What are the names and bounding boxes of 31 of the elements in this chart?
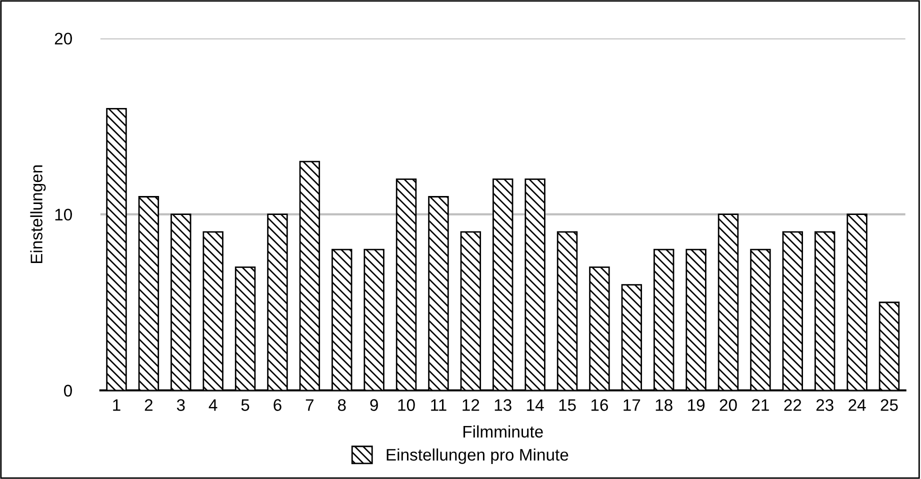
x-tick-label: 5 [241, 399, 250, 411]
x-tick-label: 10 [398, 399, 415, 411]
x-tick-label: 12 [462, 399, 480, 411]
x-tick-label: 13 [494, 399, 512, 411]
x-tick-label: 3 [176, 399, 185, 411]
y-tick-label: 10 [55, 208, 72, 221]
x-tick-label: 22 [784, 399, 802, 411]
x-tick-label: 24 [848, 399, 866, 411]
x-tick-label: 8 [338, 399, 346, 411]
x-tick-label: 6 [274, 399, 282, 411]
x-tick-label: 11 [431, 399, 446, 411]
x-tick-label: 16 [591, 399, 608, 411]
x-tick-label: 21 [752, 399, 769, 411]
x-tick-label: 15 [559, 399, 576, 411]
x-tick-label: 4 [208, 399, 218, 411]
x-tick-label: 25 [880, 399, 898, 411]
x-tick-label: 19 [688, 399, 705, 411]
x-tick-label: 2 [144, 399, 152, 411]
y-tick-label: 20 [54, 32, 72, 45]
x-tick-label: 20 [720, 399, 737, 411]
y-tick-label: 0 [64, 384, 72, 397]
x-tick-label: 18 [656, 399, 672, 411]
x-tick-label: 23 [816, 399, 834, 411]
y-axis-title: Einstellungen [30, 165, 46, 264]
x-tick-label: 9 [370, 399, 378, 411]
x-tick-label: 14 [527, 399, 544, 411]
legend-label: Einstellungen pro Minute [386, 448, 568, 464]
x-tick-label: 1 [113, 399, 120, 411]
x-axis-title: Filmminute [463, 425, 543, 438]
x-tick-label: 7 [306, 399, 314, 411]
x-tick-label: 17 [624, 399, 640, 411]
